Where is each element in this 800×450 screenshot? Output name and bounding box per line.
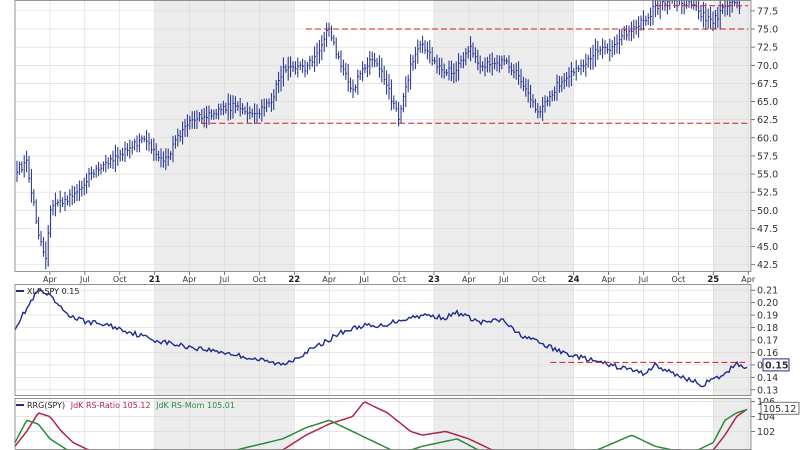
rrg-legend-mom: JdK RS-Mom 105.01	[155, 401, 235, 410]
ratio-line	[14, 289, 748, 388]
x-tick-label: 25	[707, 275, 719, 285]
x-tick-label: Jul	[498, 275, 509, 284]
rrg-legend-prefix: RRG(SPY)	[27, 401, 65, 410]
x-tick-label: Apr	[183, 275, 198, 284]
price-ytick-label: 60.0	[757, 133, 778, 144]
x-tick-label: Oct	[532, 275, 546, 284]
rrg-legend: RRG(SPY) JdK RS-Ratio 105.12 JdK RS-Mom …	[16, 401, 235, 410]
ratio-ytick-label: 0.19	[757, 311, 778, 322]
x-tick-label: Apr	[322, 275, 337, 284]
rs-ratio-line	[14, 401, 748, 450]
rrg-ytick-label: 102	[757, 427, 775, 438]
ratio-ytick-label: 0.20	[757, 298, 778, 309]
price-ytick-label: 65.0	[757, 97, 778, 108]
price-ytick-label: 47.5	[757, 224, 778, 235]
x-tick-label: Jul	[638, 275, 649, 284]
price-ytick-label: 62.5	[757, 115, 778, 126]
price-ytick-label: 72.5	[757, 43, 778, 54]
rrg-last-value-box	[760, 401, 800, 415]
rrg-last-value: 105.12	[763, 404, 796, 415]
x-tick-label: 21	[149, 275, 161, 285]
rs-mom-line	[14, 408, 748, 450]
x-tick-label: Oct	[392, 275, 406, 284]
price-ytick-label: 52.5	[757, 188, 778, 199]
price-panel: 42.5 45.0 47.5 50.0 52.5 55.0 57.5 60.0 62.5 65.0…	[14, 0, 778, 272]
rrg-legend-ratio: JdK RS-Ratio 105.12	[70, 401, 151, 410]
x-tick-label: Oct	[113, 275, 127, 284]
price-year-band	[713, 0, 751, 272]
price-ytick-label: 57.5	[757, 151, 778, 162]
rrg-legend-label: RRG(SPY) JdK RS-Ratio 105.12 JdK RS-Mom …	[27, 401, 235, 410]
x-tick-label: Jul	[358, 275, 369, 284]
x-tick-label: Jul	[219, 275, 230, 284]
x-tick-label: 24	[568, 275, 580, 285]
ratio-last-value-box	[762, 358, 790, 372]
ratio-ytick-label: 0.14	[757, 373, 778, 384]
x-tick-label: 23	[428, 275, 440, 285]
x-tick-label: Oct	[252, 275, 266, 284]
ratio-ytick-label: 0.18	[757, 323, 778, 334]
price-ytick-label: 75.0	[757, 25, 778, 36]
ratio-ytick-label: 0.17	[757, 336, 778, 347]
ratio-legend: XLP:SPY 0.15	[16, 287, 79, 296]
ratio-legend-label: XLP:SPY 0.15	[27, 287, 79, 296]
price-ytick-label: 70.0	[757, 61, 778, 72]
ratio-ytick-label: 0.13	[757, 385, 778, 396]
x-tick-label: 22	[288, 275, 300, 285]
rrg-panel: 102104106105.12	[14, 397, 800, 450]
price-ytick-label: 50.0	[757, 206, 778, 217]
price-border	[14, 0, 752, 272]
x-tick-label: Apr	[741, 275, 756, 284]
x-tick-label: Apr	[43, 275, 58, 284]
ratio-ytick-label: 0.16	[757, 348, 778, 359]
x-axis: Apr Jul Oct 21 Apr Jul Oct 22 Apr Jul Oct 23 Apr Jul O…	[15, 272, 756, 285]
price-ytick-label: 42.5	[757, 260, 778, 271]
x-tick-label: Apr	[462, 275, 477, 284]
x-tick-label: Oct	[671, 275, 685, 284]
x-tick-label: Jul	[79, 275, 90, 284]
x-axis-strip	[15, 272, 751, 284]
price-ytick-label: 67.5	[757, 79, 778, 90]
price-ytick-label: 77.5	[757, 6, 778, 17]
price-ytick-label: 45.0	[757, 242, 778, 253]
x-tick-label: Apr	[602, 275, 617, 284]
ratio-ytick-label: 0.21	[757, 286, 778, 297]
ratio-border	[14, 284, 752, 396]
ratio-panel: 0.130.140.150.160.170.180.190.200.210.15	[14, 284, 790, 396]
ratio-last-value: 0.15	[765, 360, 788, 371]
price-bars	[16, 0, 741, 270]
rrg-ytick-label: 104	[757, 412, 775, 423]
price-ytick-label: 55.0	[757, 170, 778, 181]
